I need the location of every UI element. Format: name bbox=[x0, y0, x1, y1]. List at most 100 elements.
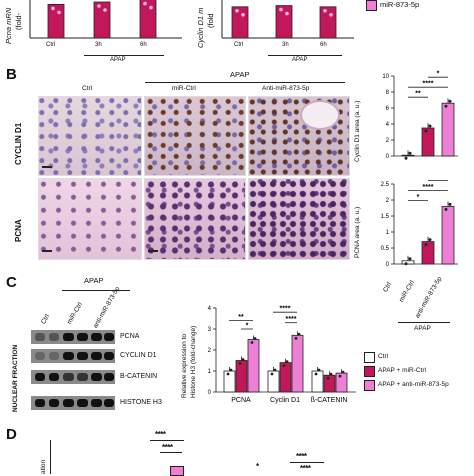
panel-c-bar bbox=[279, 362, 292, 393]
panel-c-sig-label: **** bbox=[286, 316, 297, 323]
panel-c-xtick-label: PCNA bbox=[231, 397, 251, 404]
panel-c-header-apap: APAP bbox=[84, 276, 104, 285]
panel-a-right-apap-line bbox=[268, 55, 342, 56]
panel-c-letter: C bbox=[6, 274, 17, 291]
panel-d-bar-fragment bbox=[170, 466, 184, 476]
panel-a-bar bbox=[319, 6, 337, 39]
cyclin-area-bar bbox=[421, 127, 435, 157]
panel-d-axis bbox=[50, 440, 51, 474]
cyclin-area-ytick-label: 6 bbox=[386, 106, 390, 112]
panel-a-point bbox=[235, 9, 239, 13]
panel-c-point bbox=[250, 341, 254, 344]
panel-a-point bbox=[143, 1, 147, 6]
pcna-x-mirctrl: miR-Ctrl bbox=[398, 279, 416, 304]
pcna-area-ytick-label: 1.5 bbox=[381, 214, 390, 220]
cyclin-area-ytick-label: 4 bbox=[386, 122, 390, 128]
pcna-area-point bbox=[428, 238, 432, 242]
micrograph-pcna-ctrl bbox=[38, 178, 142, 260]
panel-c-xtick-label: ß-CATENIN bbox=[311, 397, 348, 404]
panel-c-bar bbox=[311, 370, 324, 393]
panel-a-right-xtick-6h: 6h bbox=[320, 42, 327, 48]
legend-swatch-mirctrl bbox=[364, 366, 375, 377]
panel-a-point bbox=[149, 5, 153, 10]
blot-b-catenin bbox=[31, 370, 115, 384]
panel-a-left-apap-line bbox=[84, 55, 164, 56]
panel-c-point bbox=[282, 364, 286, 367]
cyclin-area-ylabel: Cyclin D1 area (a. u.) bbox=[354, 100, 361, 162]
panel-b-letter: B bbox=[6, 66, 17, 83]
panel-d-letter: D bbox=[6, 426, 17, 443]
panel-d-sig-line-1 bbox=[150, 440, 184, 441]
cyclin-area-point bbox=[404, 156, 408, 160]
pcna-area-point bbox=[404, 262, 408, 266]
panel-a-left-chart bbox=[29, 0, 182, 39]
panel-c-point bbox=[270, 372, 274, 376]
pcna-area-ytick-label: 0.5 bbox=[381, 246, 390, 252]
cyclin-area-point bbox=[444, 104, 448, 108]
pcna-area-ylabel: PCNA area (a. u.) bbox=[354, 206, 361, 258]
panel-a-point bbox=[329, 13, 333, 17]
micrograph-cyclin-ctrl bbox=[38, 96, 142, 176]
cyclin-area-point bbox=[448, 99, 452, 103]
panel-a-left-apap: APAP bbox=[110, 57, 126, 63]
pcna-area-sig-label: * bbox=[417, 194, 420, 201]
legend-swatch-antimir bbox=[364, 380, 375, 391]
panel-c-ytick-label: 2 bbox=[208, 348, 212, 354]
pcna-area-point bbox=[408, 257, 412, 261]
cyclin-area-ytick-label: 10 bbox=[382, 74, 389, 80]
panel-c-point bbox=[341, 370, 345, 374]
panel-a-right-apap: APAP bbox=[292, 57, 308, 63]
cyclin-area-bar bbox=[441, 102, 455, 157]
panel-c-bar bbox=[335, 372, 348, 393]
panel-a-right-ylabel-2: (fold bbox=[206, 13, 215, 28]
pcna-area-ytick-label: 2.5 bbox=[381, 182, 390, 188]
legend-label-antimir: APAP + anti-miR-873-5p bbox=[378, 381, 449, 388]
pcna-area-bar bbox=[401, 260, 415, 265]
scale-bar-2 bbox=[42, 250, 52, 252]
blot-label-pcna: PCNA bbox=[120, 333, 140, 340]
panel-c-point bbox=[326, 376, 330, 380]
panel-c-point bbox=[329, 372, 333, 376]
panel-c-xtick-label: Cyclin D1 bbox=[270, 397, 300, 404]
scale-bar-3 bbox=[148, 250, 158, 252]
panel-c-point bbox=[229, 368, 233, 372]
micrograph-pcna-antimir bbox=[248, 178, 350, 260]
panel-b-col-antimir: Anti-miR-873-5p bbox=[262, 85, 310, 92]
panel-c-point bbox=[294, 336, 298, 340]
scale-bar-1 bbox=[42, 166, 52, 168]
pcna-area-point bbox=[424, 243, 428, 247]
panel-c-point bbox=[314, 372, 318, 376]
blot-histone-h3 bbox=[31, 396, 115, 410]
panel-c-point bbox=[338, 374, 342, 378]
panel-d-sig-3: * bbox=[256, 462, 259, 471]
pcna-area-point bbox=[444, 207, 448, 211]
panel-a-bar bbox=[93, 1, 111, 39]
panel-d-sig-4: **** bbox=[296, 452, 307, 461]
panel-a-point bbox=[57, 10, 61, 15]
pcna-area-sig-label: **** bbox=[423, 184, 434, 191]
panel-c-point bbox=[285, 360, 289, 363]
panel-b-row-pcna: PCNA bbox=[14, 219, 23, 242]
cyclin-area-point bbox=[428, 124, 432, 128]
panel-a-bar bbox=[139, 0, 157, 39]
micrograph-pcna-mirctrl bbox=[144, 178, 246, 260]
panel-a-right-xtick-3h: 3h bbox=[282, 42, 289, 48]
blot-label-cyclin: CYCLIN D1 bbox=[120, 352, 157, 359]
cyclin-area-sig-label: **** bbox=[423, 81, 434, 88]
panel-a-point bbox=[279, 7, 283, 12]
panel-d-ylabel: ation bbox=[40, 459, 47, 474]
panel-a-legend-swatch bbox=[366, 0, 377, 11]
cyclin-area-point bbox=[424, 129, 428, 133]
legend-swatch-ctrl bbox=[364, 352, 375, 363]
pcna-area-sig-label: **** bbox=[433, 178, 444, 181]
pcna-area-point bbox=[448, 202, 452, 206]
panel-a-left-ylabel: Pcna mRN bbox=[4, 7, 13, 44]
panel-b-header-line bbox=[145, 82, 345, 83]
panel-a-point bbox=[285, 11, 289, 16]
panel-a-point bbox=[103, 8, 107, 12]
lane-label-mirctrl: miR-Ctrl bbox=[66, 301, 84, 326]
cyclin-area-bar bbox=[401, 154, 415, 157]
micrograph-cyclin-mirctrl bbox=[144, 96, 246, 176]
panel-b-apap-bracket bbox=[398, 322, 450, 323]
